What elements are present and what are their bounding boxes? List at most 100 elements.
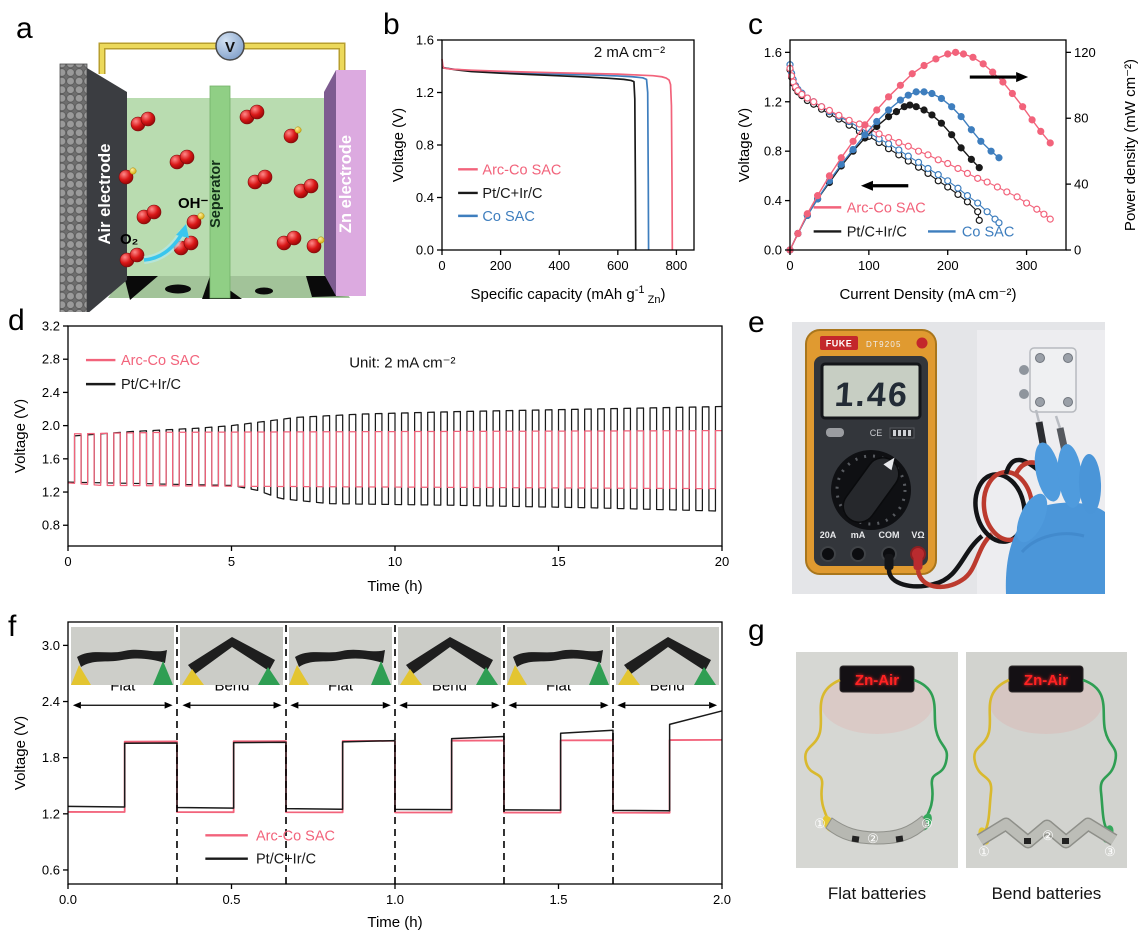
multimeter-reading: 1.46 — [833, 376, 910, 414]
svg-text:15: 15 — [551, 554, 565, 569]
svg-text:Voltage (V): Voltage (V) — [12, 716, 29, 790]
battery-numbers: ① ② ③ — [978, 828, 1116, 859]
battery-cell — [1019, 347, 1077, 413]
green-lead-wire — [1082, 678, 1118, 833]
multimeter-photo: FUKE DT9205 1.46 CE — [792, 322, 1105, 594]
svg-text:1.0: 1.0 — [386, 892, 404, 907]
chart-cycling-stability: 0 5 10 15 20 0.8 1.2 1.6 2.0 2.4 2.8 3.2 Time (h) Vol… — [10, 312, 734, 609]
svg-text:1.2: 1.2 — [416, 85, 434, 100]
svg-text:0.5: 0.5 — [222, 892, 240, 907]
jack-label-com: COM — [879, 530, 900, 540]
panel-e-photo: FUKE DT9205 1.46 CE — [792, 322, 1105, 599]
battery-photo-bend-2 — [398, 627, 501, 690]
svg-text:0.8: 0.8 — [42, 518, 60, 533]
svg-text:0.0: 0.0 — [764, 243, 782, 258]
separator-label: Seperator — [208, 160, 224, 228]
svg-text:1.6: 1.6 — [42, 451, 60, 466]
panel-letter-g: g — [748, 614, 765, 647]
svg-text:2.4: 2.4 — [42, 694, 60, 709]
svg-text:1.8: 1.8 — [42, 750, 60, 765]
panel-letter-a: a — [16, 12, 33, 45]
svg-text:2.4: 2.4 — [42, 385, 60, 400]
flat-battery-chain — [825, 815, 929, 845]
svg-text:800: 800 — [666, 258, 688, 273]
panel-letter-e: e — [748, 306, 765, 339]
svg-text:Arc-Co SAC: Arc-Co SAC — [482, 162, 561, 178]
svg-text:Specific capacity (mAh g-1 Zn): Specific capacity (mAh g-1 Zn) — [471, 284, 666, 306]
svg-text:0: 0 — [786, 258, 793, 273]
svg-text:Time (h): Time (h) — [367, 578, 422, 595]
svg-text:0.0: 0.0 — [416, 243, 434, 258]
chart-svg-b: 0 200 400 600 800 0.0 0.4 0.8 1.2 1.6 Specific cap… — [390, 33, 695, 306]
multimeter-brand: FUKE — [826, 339, 853, 349]
rotary-dial — [831, 450, 911, 530]
svg-text:Pt/C+Ir/C: Pt/C+Ir/C — [121, 377, 181, 393]
svg-text:5: 5 — [228, 554, 235, 569]
svg-text:300: 300 — [1016, 258, 1038, 273]
chart-polarization-power: 0 100 200 300 0.0 0.4 0.8 1.2 1.6 0 40 80 120 Current… — [734, 14, 1144, 317]
svg-text:Current Density (mA cm⁻²): Current Density (mA cm⁻²) — [839, 286, 1016, 303]
battery-number-1: ① — [814, 816, 826, 831]
battery-photo-bend-3 — [616, 627, 719, 690]
svg-text:0.0: 0.0 — [59, 892, 77, 907]
svg-text:0.4: 0.4 — [416, 190, 434, 205]
air-electrode — [87, 68, 127, 314]
battery-number-3: ③ — [1104, 844, 1116, 859]
jack-label-20a: 20A — [820, 530, 837, 540]
caption-bend-batteries: Bend batteries — [991, 884, 1102, 903]
svg-text:Arc-Co SAC: Arc-Co SAC — [121, 353, 200, 369]
oh-label: OH⁻ — [178, 195, 209, 212]
panel-f-flexible-cycling: 0.0 0.5 1.0 1.5 2.0 0.6 1.2 1.8 2.4 3.0 Time (h) Vo… — [10, 616, 734, 940]
svg-text:0: 0 — [64, 554, 71, 569]
panel-letter-b: b — [383, 8, 400, 41]
svg-text:2.0: 2.0 — [713, 892, 731, 907]
led-display: Zn-Air — [1008, 665, 1084, 693]
battery-photo-flat-3 — [507, 627, 610, 690]
led-display: Zn-Air — [839, 665, 915, 693]
battery-numbers: ① ② ③ — [814, 816, 933, 846]
separator — [209, 85, 231, 299]
svg-text:600: 600 — [607, 258, 629, 273]
panel-g-flat-photo: Zn-Air ① ② ③ — [796, 652, 958, 873]
svg-text:Power density (mW cm⁻²): Power density (mW cm⁻²) — [1122, 59, 1139, 231]
panel-g-bend-photo: Zn-Air ① ② ③ — [966, 652, 1127, 873]
svg-text:Arc-Co SAC: Arc-Co SAC — [256, 828, 335, 844]
battery-photo-flat-1 — [71, 627, 174, 690]
jack-label-ma: mA — [851, 530, 866, 540]
chart-svg-f: 0.0 0.5 1.0 1.5 2.0 0.6 1.2 1.8 2.4 3.0 Time (h) Vo… — [12, 621, 731, 931]
svg-text:1.2: 1.2 — [42, 806, 60, 821]
svg-text:80: 80 — [1074, 111, 1088, 126]
air-electrode-label: Air electrode — [96, 144, 114, 245]
svg-text:0: 0 — [1074, 243, 1081, 258]
svg-text:0.6: 0.6 — [42, 862, 60, 877]
svg-text:Co SAC: Co SAC — [962, 224, 1014, 240]
svg-text:Time (h): Time (h) — [367, 914, 422, 931]
svg-text:Co SAC: Co SAC — [482, 209, 534, 225]
svg-text:1.6: 1.6 — [764, 45, 782, 60]
voltmeter: V — [215, 31, 245, 61]
input-jacks — [820, 546, 926, 570]
svg-text:1.6: 1.6 — [416, 33, 434, 48]
svg-text:20: 20 — [715, 554, 729, 569]
svg-text:10: 10 — [388, 554, 402, 569]
panel-a-schematic: Air electrode Seperator Zn electrode V — [6, 8, 378, 317]
voltmeter-label: V — [225, 39, 235, 56]
chart-flexible-bending: 0.0 0.5 1.0 1.5 2.0 0.6 1.2 1.8 2.4 3.0 Time (h) Vo… — [10, 616, 734, 940]
zn-electrode — [336, 70, 366, 296]
ce-mark: CE — [870, 428, 883, 438]
svg-text:Voltage (V): Voltage (V) — [390, 108, 407, 182]
gloved-hand — [1005, 442, 1105, 594]
battery-photo-bend-1 — [180, 627, 283, 690]
svg-text:Voltage (V): Voltage (V) — [736, 108, 753, 182]
jack-labels: 20A mA COM VΩ — [820, 530, 925, 540]
o2-label: O₂ — [120, 231, 138, 248]
zn-air-battery-schematic: Air electrode Seperator Zn electrode V — [59, 31, 366, 315]
battery-number-2: ② — [867, 831, 879, 846]
svg-text:0.4: 0.4 — [764, 193, 782, 208]
caption-flat-batteries: Flat batteries — [827, 884, 927, 903]
panel-letter-c: c — [748, 8, 763, 41]
svg-text:2 mA cm⁻²: 2 mA cm⁻² — [594, 44, 665, 61]
led-text: Zn-Air — [855, 672, 899, 689]
svg-text:120: 120 — [1074, 45, 1096, 60]
